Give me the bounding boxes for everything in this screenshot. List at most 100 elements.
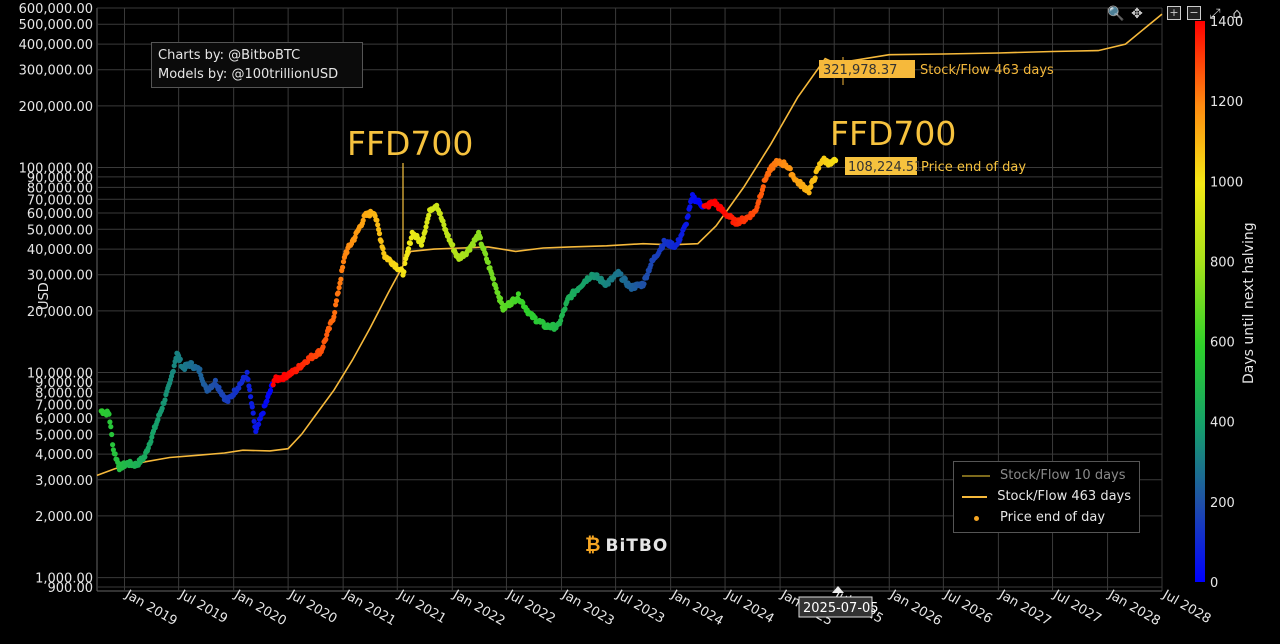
price-point (685, 213, 691, 219)
x-tick-label: Jan 2026 (886, 587, 944, 629)
credits-models-by: Models by: @100trillionUSD (158, 67, 339, 82)
zoom-icon[interactable]: 🔍 (1107, 6, 1125, 22)
colorbar-tick-label: 1000 (1210, 175, 1243, 190)
price-point (225, 398, 231, 404)
hover-label-caret (832, 586, 844, 593)
price-point (159, 405, 165, 411)
y-tick-label: 400,000.00 (19, 38, 93, 53)
price-point (832, 157, 839, 164)
price-point (405, 246, 412, 252)
price-point (340, 264, 346, 270)
price-point (197, 366, 203, 372)
price-point (249, 404, 255, 410)
price-point (110, 442, 116, 448)
x-tick-label: Jan 2023 (559, 587, 617, 629)
price-point (216, 384, 222, 390)
y-tick-label: 600,000.00 (19, 2, 93, 17)
price-point (426, 212, 432, 218)
sf-callout-label: Stock/Flow 463 days (920, 63, 1054, 78)
y-tick-label: 100,000.00 (19, 162, 93, 177)
price-point (632, 285, 638, 291)
price-point (251, 418, 257, 424)
price-point (148, 438, 154, 445)
price-point (495, 290, 501, 296)
price-point (374, 217, 380, 223)
colorbar-gradient (1195, 21, 1205, 582)
x-tick-label: Jan 2024 (668, 587, 726, 629)
legend-item-price[interactable]: Price end of day (962, 507, 1131, 528)
y-tick-label: 80,000.00 (27, 181, 93, 196)
y-tick-label: 900.00 (48, 581, 94, 596)
price-point (264, 398, 270, 404)
price-point (441, 222, 447, 228)
zoom-in-button[interactable]: + (1167, 6, 1181, 20)
y-tick-label: 200,000.00 (19, 100, 93, 115)
pan-icon[interactable]: ✥ (1131, 6, 1143, 22)
bitbo-logo-text: BiTBO (605, 535, 669, 556)
price-point (679, 231, 685, 237)
price-point (493, 285, 499, 291)
legend-item-sf463[interactable]: Stock/Flow 463 days (962, 486, 1131, 507)
colorbar-tick-label: 200 (1210, 496, 1235, 511)
price-point (376, 231, 383, 237)
price-point (445, 232, 451, 239)
price-point (470, 242, 476, 248)
y-tick-label: 500,000.00 (19, 18, 93, 33)
price-point (489, 271, 495, 277)
colorbar-tick-label: 0 (1210, 576, 1218, 591)
legend-item-sf10[interactable]: Stock/Flow 10 days (962, 465, 1131, 486)
price-point (236, 385, 242, 391)
colorbar-tick-label: 800 (1210, 255, 1235, 270)
price-point (641, 281, 647, 287)
price-point (332, 309, 338, 316)
price-point (515, 291, 522, 297)
plot-toolbar-left: 🔍 ✥ (1107, 6, 1145, 22)
price-point (806, 190, 812, 196)
price-point (787, 166, 793, 172)
y-tick-label: 30,000.00 (27, 269, 93, 284)
price-point (420, 235, 426, 241)
stock-flow-463-path (96, 13, 1163, 477)
y-tick-label: 10,000.00 (27, 367, 93, 382)
price-point (770, 165, 776, 171)
price-point (422, 228, 428, 234)
price-point (418, 242, 425, 248)
y-tick-label: 20,000.00 (27, 305, 93, 320)
price-point (360, 217, 366, 223)
price-point (188, 360, 195, 366)
sf-callout-box (819, 60, 915, 78)
y-tick-label: 8,000.00 (35, 386, 93, 401)
price-point (270, 382, 276, 388)
price-point (477, 235, 483, 241)
price-point (352, 234, 358, 240)
price-point (376, 226, 382, 233)
sf-callout-value: 321,978.37 (823, 63, 897, 78)
y-tick-label: 60,000.00 (27, 207, 93, 222)
autoscale-icon[interactable]: ⤢ (1209, 6, 1221, 22)
home-icon[interactable]: ⌂ (1232, 6, 1242, 22)
price-point (326, 326, 332, 332)
price-point (331, 314, 337, 320)
price-point (683, 221, 690, 227)
price-point (212, 377, 218, 383)
price-point (245, 376, 251, 382)
zoom-out-button[interactable]: − (1187, 6, 1201, 20)
price-point (622, 276, 628, 282)
price-point (558, 318, 564, 324)
price-point (335, 290, 341, 296)
price-scatter (98, 155, 839, 473)
price-point (816, 165, 822, 171)
price-point (323, 336, 329, 342)
y-tick-label: 3,000.00 (35, 474, 93, 489)
y-tick-label: 4,000.00 (35, 448, 93, 463)
price-point (247, 387, 253, 393)
price-point (605, 281, 612, 287)
y-tick-label: 1,000.00 (35, 572, 93, 587)
price-point (320, 344, 326, 350)
price-point (170, 368, 176, 374)
x-tick-label: Jul 2022 (504, 587, 558, 627)
price-point (340, 259, 347, 265)
